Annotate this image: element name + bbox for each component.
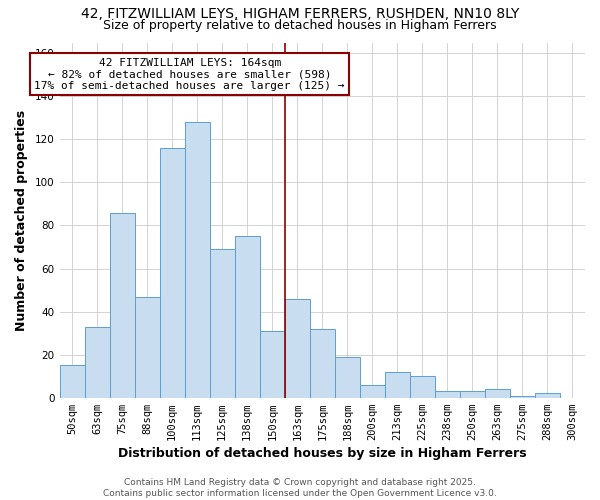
Bar	[310, 329, 335, 398]
Bar	[59, 366, 85, 398]
Bar	[185, 122, 209, 398]
Text: Contains HM Land Registry data © Crown copyright and database right 2025.
Contai: Contains HM Land Registry data © Crown c…	[103, 478, 497, 498]
Text: 42 FITZWILLIAM LEYS: 164sqm
← 82% of detached houses are smaller (598)
17% of se: 42 FITZWILLIAM LEYS: 164sqm ← 82% of det…	[34, 58, 345, 91]
Bar	[160, 148, 185, 398]
Bar	[485, 389, 510, 398]
Bar	[510, 396, 535, 398]
Bar	[410, 376, 435, 398]
Bar	[209, 249, 235, 398]
Bar	[460, 391, 485, 398]
Bar	[85, 326, 110, 398]
Y-axis label: Number of detached properties: Number of detached properties	[15, 110, 28, 330]
Bar	[535, 394, 560, 398]
Bar	[285, 298, 310, 398]
Bar	[110, 212, 134, 398]
Bar	[134, 296, 160, 398]
Bar	[435, 391, 460, 398]
Text: Size of property relative to detached houses in Higham Ferrers: Size of property relative to detached ho…	[103, 18, 497, 32]
Bar	[360, 385, 385, 398]
X-axis label: Distribution of detached houses by size in Higham Ferrers: Distribution of detached houses by size …	[118, 447, 527, 460]
Bar	[335, 357, 360, 398]
Bar	[235, 236, 260, 398]
Bar	[260, 331, 285, 398]
Bar	[385, 372, 410, 398]
Text: 42, FITZWILLIAM LEYS, HIGHAM FERRERS, RUSHDEN, NN10 8LY: 42, FITZWILLIAM LEYS, HIGHAM FERRERS, RU…	[81, 8, 519, 22]
